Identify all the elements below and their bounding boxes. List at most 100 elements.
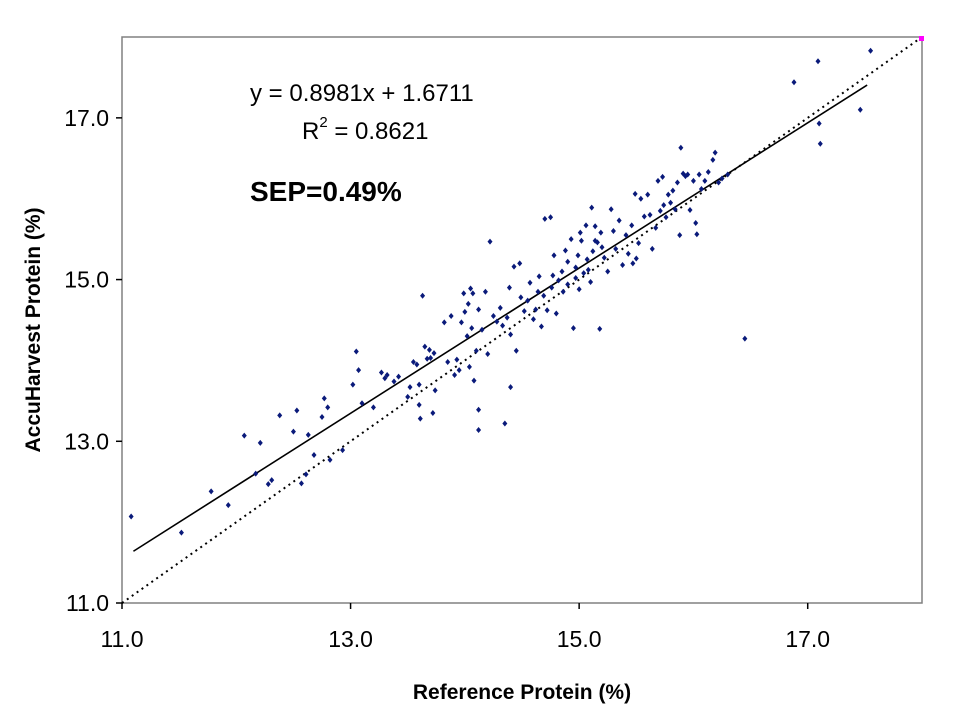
data-point — [535, 288, 541, 295]
data-point — [694, 231, 700, 238]
data-point — [562, 247, 568, 254]
data-point — [461, 290, 467, 297]
data-point — [319, 414, 325, 421]
data-point — [712, 149, 718, 156]
data-point — [445, 359, 451, 366]
data-point — [585, 266, 591, 273]
data-point — [575, 252, 581, 259]
data-point — [470, 290, 476, 297]
data-point — [321, 395, 327, 402]
data-point — [817, 140, 823, 147]
data-point — [511, 263, 517, 270]
data-point — [565, 281, 571, 288]
data-point — [594, 239, 600, 246]
data-point — [441, 319, 447, 326]
data-point — [396, 373, 402, 380]
identity-line — [121, 36, 923, 604]
data-point — [549, 284, 555, 291]
data-point — [719, 175, 725, 182]
data-point — [553, 310, 559, 317]
data-point — [485, 350, 491, 357]
data-point — [598, 229, 604, 236]
regression-equation: y = 0.8981x + 1.6711 — [250, 80, 474, 107]
data-point — [668, 199, 674, 206]
data-point — [452, 371, 458, 378]
data-point — [359, 400, 365, 407]
data-point — [599, 244, 605, 251]
data-point — [573, 264, 579, 271]
data-point — [277, 412, 283, 419]
data-point — [576, 286, 582, 293]
r-squared-label: R2 = 0.8621 — [302, 114, 428, 145]
plot-frame — [121, 36, 923, 604]
data-point — [608, 206, 614, 213]
data-point — [454, 356, 460, 363]
data-point — [610, 228, 616, 235]
data-point — [623, 232, 629, 239]
data-point — [573, 274, 579, 281]
data-point — [356, 367, 362, 374]
data-point — [725, 171, 731, 178]
data-point — [578, 237, 584, 244]
data-point — [391, 378, 397, 385]
data-point — [417, 415, 423, 422]
data-point — [660, 173, 666, 180]
data-point — [294, 407, 300, 414]
data-point — [257, 439, 263, 446]
data-point — [716, 179, 722, 186]
data-point — [636, 240, 642, 247]
data-point — [685, 171, 691, 178]
data-point — [208, 488, 214, 495]
data-point — [698, 186, 704, 193]
x-tick-label: 13.0 — [328, 626, 373, 652]
data-point — [677, 232, 683, 239]
data-point — [426, 346, 432, 353]
data-point — [548, 214, 554, 221]
data-point — [625, 250, 631, 257]
data-point — [816, 120, 822, 127]
data-point — [416, 381, 422, 388]
data-point — [430, 409, 436, 416]
data-point — [350, 381, 356, 388]
data-point — [448, 312, 454, 319]
data-point — [471, 377, 477, 384]
data-point — [466, 363, 472, 370]
x-tick-label: 15.0 — [557, 626, 602, 652]
data-point — [657, 207, 663, 214]
data-point — [541, 292, 547, 299]
data-point — [325, 404, 331, 411]
y-tick-label: 13.0 — [64, 428, 109, 454]
data-point — [868, 47, 874, 54]
data-point — [513, 347, 519, 354]
data-point — [527, 279, 533, 286]
data-point — [815, 58, 821, 65]
data-point — [536, 273, 542, 280]
data-point — [502, 420, 508, 427]
data-point — [653, 224, 659, 231]
data-point — [525, 297, 531, 304]
data-point — [533, 306, 539, 313]
data-point — [597, 325, 603, 332]
data-point — [665, 191, 671, 198]
data-point — [178, 529, 184, 536]
data-point — [690, 177, 696, 184]
data-point — [428, 355, 434, 362]
data-point — [559, 268, 565, 275]
data-point — [647, 211, 653, 218]
data-point — [476, 306, 482, 313]
data-point — [592, 223, 598, 230]
data-point — [588, 278, 594, 285]
data-point — [560, 288, 566, 295]
data-point — [431, 350, 437, 357]
data-point — [538, 323, 544, 330]
data-point — [482, 288, 488, 295]
data-point — [410, 359, 416, 366]
x-tick-label: 11.0 — [100, 626, 143, 652]
y-tick-label: 17.0 — [64, 105, 109, 131]
data-point — [456, 367, 462, 374]
data-point — [565, 258, 571, 265]
data-point — [638, 195, 644, 202]
data-point — [414, 361, 420, 368]
data-point — [687, 207, 693, 214]
